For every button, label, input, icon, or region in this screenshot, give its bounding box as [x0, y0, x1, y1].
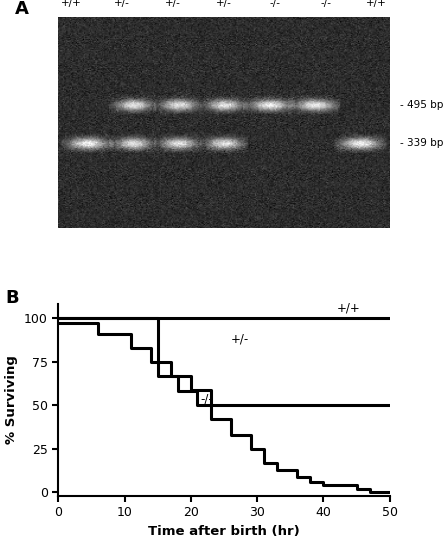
- Text: -/-: -/-: [320, 0, 331, 8]
- Text: - 495 bp: - 495 bp: [400, 100, 443, 110]
- Text: -/-: -/-: [201, 392, 214, 405]
- Y-axis label: % Surviving: % Surviving: [5, 355, 18, 445]
- Text: +/-: +/-: [165, 0, 181, 8]
- Text: +/-: +/-: [216, 0, 232, 8]
- Text: -/-: -/-: [269, 0, 280, 8]
- Text: A: A: [15, 0, 29, 18]
- Text: +/+: +/+: [366, 0, 387, 8]
- Text: B: B: [5, 289, 19, 307]
- Text: +/-: +/-: [114, 0, 130, 8]
- X-axis label: Time after birth (hr): Time after birth (hr): [148, 525, 300, 538]
- Text: - 339 bp: - 339 bp: [400, 138, 443, 148]
- Text: +/+: +/+: [337, 301, 361, 315]
- Text: +/+: +/+: [61, 0, 82, 8]
- Text: +/-: +/-: [231, 333, 249, 346]
